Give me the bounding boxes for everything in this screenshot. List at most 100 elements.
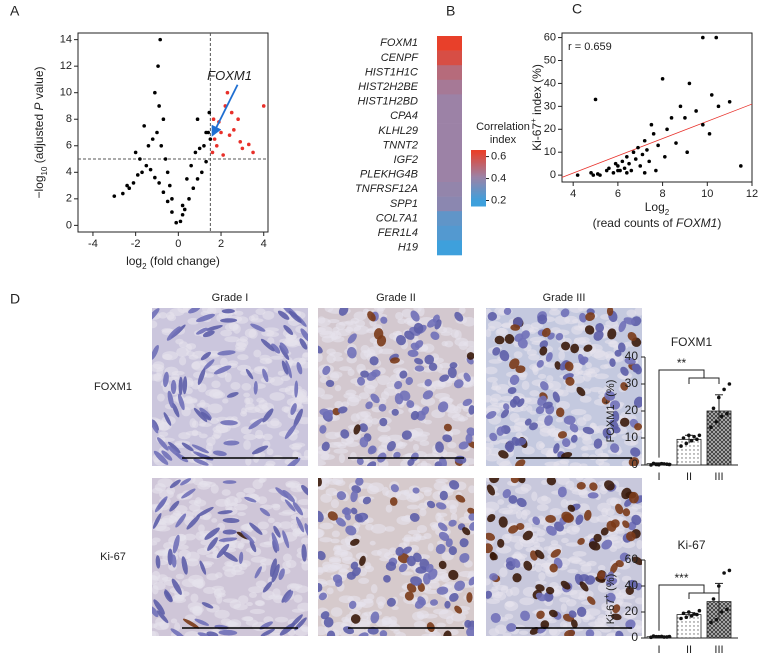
y-tick-label: 40 <box>544 77 556 89</box>
colorbar-band <box>471 158 486 161</box>
nucleus <box>607 328 617 340</box>
x-axis-label-part: Log <box>645 200 665 214</box>
cytoplasm <box>152 320 158 329</box>
colorbar-tick-label: 0.6 <box>491 150 506 162</box>
nucleus <box>612 604 621 614</box>
nucleus <box>587 492 599 499</box>
colorbar-band <box>471 203 486 206</box>
nucleus <box>404 591 414 601</box>
cytoplasm <box>322 564 339 573</box>
y-tick-label: 10 <box>60 87 72 99</box>
cytoplasm <box>497 499 505 505</box>
point <box>674 141 678 145</box>
cytoplasm <box>526 349 538 356</box>
nucleus <box>610 562 618 574</box>
cytoplasm <box>559 458 570 465</box>
cytoplasm <box>227 360 239 366</box>
nucleus <box>447 366 457 379</box>
nucleus <box>383 574 391 583</box>
nucleus <box>284 499 296 512</box>
point <box>622 166 627 171</box>
cytoplasm <box>211 585 225 591</box>
cytoplasm <box>302 352 308 358</box>
cytoplasm <box>635 597 642 605</box>
nucleus <box>443 630 452 636</box>
nucleus <box>486 532 495 541</box>
cytoplasm <box>243 487 256 494</box>
nucleus <box>354 513 363 523</box>
cytoplasm <box>249 608 265 615</box>
colorbar-band <box>471 152 486 155</box>
nucleus <box>609 419 619 430</box>
cytoplasm <box>608 515 624 521</box>
nucleus <box>350 507 358 515</box>
cytoplasm <box>526 405 533 413</box>
point <box>616 164 620 168</box>
nucleus <box>222 480 237 484</box>
point <box>640 152 645 157</box>
x-axis-label: log2 (fold change) <box>126 254 220 270</box>
nucleus <box>390 484 399 493</box>
gene-label: KLHL29 <box>378 125 418 137</box>
nucleus <box>631 514 642 526</box>
nucleus <box>486 590 492 599</box>
cytoplasm <box>596 515 610 523</box>
chart-title: FOXM1 <box>671 335 713 349</box>
nucleus <box>422 390 434 400</box>
cytoplasm <box>257 496 268 505</box>
nucleus <box>221 308 235 314</box>
nucleus <box>271 343 281 354</box>
point <box>212 137 217 141</box>
nucleus <box>595 323 605 333</box>
dot <box>687 433 691 438</box>
cytoplasm <box>177 544 189 550</box>
nucleus <box>438 531 450 541</box>
cytoplasm <box>215 498 229 507</box>
significance: *** <box>674 571 688 585</box>
nucleus <box>516 497 527 508</box>
cytoplasm <box>421 633 436 636</box>
cytoplasm <box>319 522 334 530</box>
nucleus <box>180 478 192 486</box>
nucleus <box>524 418 532 426</box>
cytoplasm <box>319 537 333 543</box>
point <box>138 157 142 161</box>
gene-label: IGF2 <box>394 154 418 166</box>
point <box>627 161 631 166</box>
micrograph <box>318 478 474 636</box>
nucleus <box>429 599 439 606</box>
cytoplasm <box>334 384 342 392</box>
colorbar-band <box>471 197 486 200</box>
y-tick-label: 2 <box>66 193 72 205</box>
nucleus <box>487 513 496 523</box>
nucleus <box>279 622 296 636</box>
dot <box>657 462 661 467</box>
nucleus <box>414 599 425 609</box>
point <box>144 163 149 168</box>
point <box>246 142 251 147</box>
nucleus <box>358 632 369 636</box>
nucleus <box>502 489 511 499</box>
cytoplasm <box>192 606 203 617</box>
nucleus <box>410 576 422 586</box>
point <box>170 197 174 201</box>
cytoplasm <box>486 578 491 586</box>
nucleus <box>532 516 540 526</box>
nucleus <box>503 403 510 411</box>
cytoplasm <box>216 594 223 604</box>
nucleus <box>449 592 459 602</box>
nucleus <box>508 495 518 504</box>
nucleus <box>196 313 215 323</box>
cytoplasm <box>267 517 275 524</box>
nucleus <box>569 423 579 433</box>
cytoplasm <box>424 589 439 594</box>
nucleus <box>500 409 510 419</box>
cytoplasm <box>536 504 549 512</box>
cytoplasm <box>162 353 173 360</box>
cytoplasm <box>152 575 158 585</box>
cytoplasm <box>152 582 166 591</box>
nucleus <box>497 538 505 548</box>
cytoplasm <box>360 349 369 360</box>
cytoplasm <box>566 429 582 439</box>
nucleus <box>300 328 308 342</box>
